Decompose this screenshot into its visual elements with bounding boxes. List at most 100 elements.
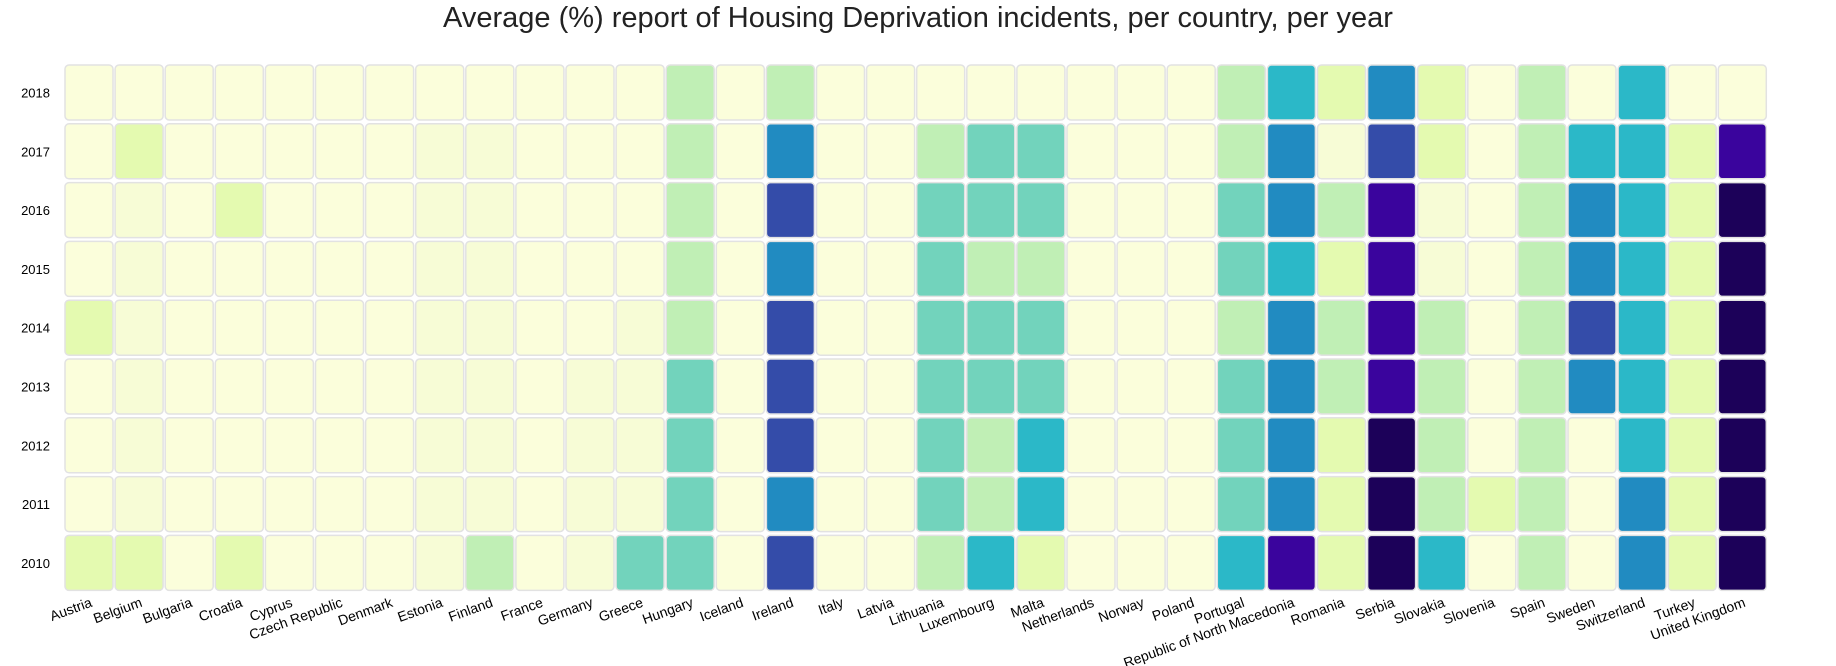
y-tick-label: 2016 <box>21 203 50 218</box>
x-tick-label: Estonia <box>395 594 445 625</box>
heatmap-cell-poland-2011 <box>1166 475 1216 533</box>
heatmap-cell-serbia-2018 <box>1366 64 1417 121</box>
heatmap-cell-greece-2010 <box>615 534 665 592</box>
heatmap-cell-luxembourg-2014 <box>966 299 1016 356</box>
heatmap-cell-croatia-2013 <box>214 358 265 415</box>
heatmap-cell-finland-2016 <box>465 181 515 239</box>
heatmap-cell-switzerland-2011 <box>1617 475 1667 533</box>
heatmap-cell-cyprus-2013 <box>264 358 315 415</box>
heatmap-cell-malta-2015 <box>1016 240 1066 298</box>
heatmap-cell-romania-2010 <box>1316 534 1367 592</box>
heatmap-cell-norway-2010 <box>1116 534 1166 592</box>
heatmap-cell-ireland-2015 <box>765 240 816 298</box>
x-tick-label: Belgium <box>91 594 144 626</box>
heatmap-cell-netherlands-2018 <box>1066 64 1116 121</box>
heatmap-cell-iceland-2011 <box>715 475 766 533</box>
heatmap-cell-austria-2014 <box>64 299 114 356</box>
heatmap-cell-germany-2017 <box>565 123 615 180</box>
heatmap-cell-portugal-2010 <box>1216 534 1267 592</box>
heatmap-cell-germany-2014 <box>565 299 615 356</box>
heatmap-cell-spain-2017 <box>1517 123 1567 180</box>
heatmap-cell-latvia-2013 <box>865 358 916 415</box>
heatmap-cell-denmark-2015 <box>364 240 415 298</box>
heatmap-cell-luxembourg-2013 <box>966 358 1016 415</box>
x-tick-label: Bulgaria <box>140 594 194 627</box>
heatmap-cell-norway-2016 <box>1116 181 1166 239</box>
heatmap-cell-turkey-2010 <box>1667 534 1717 592</box>
heatmap-cell-belgium-2012 <box>114 417 164 474</box>
heatmap-cell-germany-2015 <box>565 240 615 298</box>
heatmap-cell-sweden-2011 <box>1567 475 1617 533</box>
heatmap-cell-republic-of-north-macedonia-2015 <box>1266 240 1317 298</box>
heatmap-cell-cyprus-2011 <box>264 475 315 533</box>
heatmap-cell-bulgaria-2015 <box>164 240 214 298</box>
heatmap-cell-slovakia-2011 <box>1416 475 1467 533</box>
heatmap-cell-ireland-2018 <box>765 64 816 121</box>
chart-title: Average (%) report of Housing Deprivatio… <box>443 2 1393 34</box>
heatmap-cell-netherlands-2017 <box>1066 123 1116 180</box>
heatmap-cell-slovakia-2012 <box>1416 417 1467 474</box>
heatmap-cell-bulgaria-2018 <box>164 64 214 121</box>
heatmap-cell-spain-2011 <box>1517 475 1567 533</box>
heatmap-cell-denmark-2018 <box>364 64 415 121</box>
heatmap-cell-turkey-2017 <box>1667 123 1717 180</box>
heatmap-cell-cyprus-2017 <box>264 123 315 180</box>
x-tick-label: Norway <box>1096 594 1146 625</box>
heatmap-cell-bulgaria-2010 <box>164 534 214 592</box>
heatmap-cell-spain-2012 <box>1517 417 1567 474</box>
heatmap-cell-hungary-2012 <box>665 417 715 474</box>
heatmap-cell-sweden-2012 <box>1567 417 1617 474</box>
heatmap-cell-malta-2017 <box>1016 123 1066 180</box>
heatmap-cell-hungary-2013 <box>665 358 715 415</box>
x-tick-label: Poland <box>1150 594 1196 624</box>
heatmap-cell-netherlands-2015 <box>1066 240 1116 298</box>
heatmap-cell-republic-of-north-macedonia-2017 <box>1266 123 1317 180</box>
heatmap-cell-malta-2016 <box>1016 181 1066 239</box>
heatmap-cell-denmark-2016 <box>364 181 415 239</box>
heatmap-cell-spain-2013 <box>1517 358 1567 415</box>
heatmap-cell-ireland-2010 <box>765 534 816 592</box>
heatmap-cell-luxembourg-2016 <box>966 181 1016 239</box>
heatmap-cell-czech-republic-2017 <box>314 123 365 180</box>
heatmap-cell-romania-2018 <box>1316 64 1367 121</box>
heatmap-cell-malta-2012 <box>1016 417 1066 474</box>
heatmap-cell-italy-2014 <box>815 299 866 356</box>
heatmap-cell-czech-republic-2018 <box>314 64 365 121</box>
heatmap-cell-united-kingdom-2013 <box>1717 358 1768 415</box>
heatmap-cell-cyprus-2018 <box>264 64 315 121</box>
heatmap-cell-hungary-2018 <box>665 64 715 121</box>
heatmap-cell-norway-2012 <box>1116 417 1166 474</box>
heatmap-cell-turkey-2018 <box>1667 64 1717 121</box>
heatmap-cell-poland-2016 <box>1166 181 1216 239</box>
heatmap-cell-turkey-2016 <box>1667 181 1717 239</box>
heatmap-cell-spain-2014 <box>1517 299 1567 356</box>
heatmap-cell-belgium-2016 <box>114 181 164 239</box>
heatmap-cell-poland-2015 <box>1166 240 1216 298</box>
heatmap-cell-malta-2010 <box>1016 534 1066 592</box>
heatmap-cell-finland-2010 <box>465 534 515 592</box>
heatmap-cell-republic-of-north-macedonia-2011 <box>1266 475 1317 533</box>
heatmap-cell-estonia-2015 <box>414 240 465 298</box>
heatmap-cell-croatia-2010 <box>214 534 265 592</box>
heatmap-cell-slovakia-2015 <box>1416 240 1467 298</box>
y-tick-label: 2014 <box>21 321 50 336</box>
heatmap-cell-romania-2016 <box>1316 181 1367 239</box>
heatmap-cell-spain-2018 <box>1517 64 1567 121</box>
heatmap-cell-lithuania-2014 <box>915 299 966 356</box>
heatmap-cell-portugal-2018 <box>1216 64 1267 121</box>
heatmap-cell-slovenia-2010 <box>1467 534 1517 592</box>
heatmap-cell-slovenia-2018 <box>1467 64 1517 121</box>
heatmap-cell-estonia-2013 <box>414 358 465 415</box>
heatmap-cell-sweden-2018 <box>1567 64 1617 121</box>
heatmap-cell-france-2014 <box>515 299 565 356</box>
heatmap-cell-portugal-2014 <box>1216 299 1267 356</box>
heatmap-cell-germany-2016 <box>565 181 615 239</box>
heatmap-cell-germany-2010 <box>565 534 615 592</box>
heatmap-cell-denmark-2012 <box>364 417 415 474</box>
y-tick-label: 2012 <box>21 438 50 453</box>
heatmap-cell-netherlands-2012 <box>1066 417 1116 474</box>
heatmap-cell-portugal-2015 <box>1216 240 1267 298</box>
heatmap-cell-sweden-2013 <box>1567 358 1617 415</box>
